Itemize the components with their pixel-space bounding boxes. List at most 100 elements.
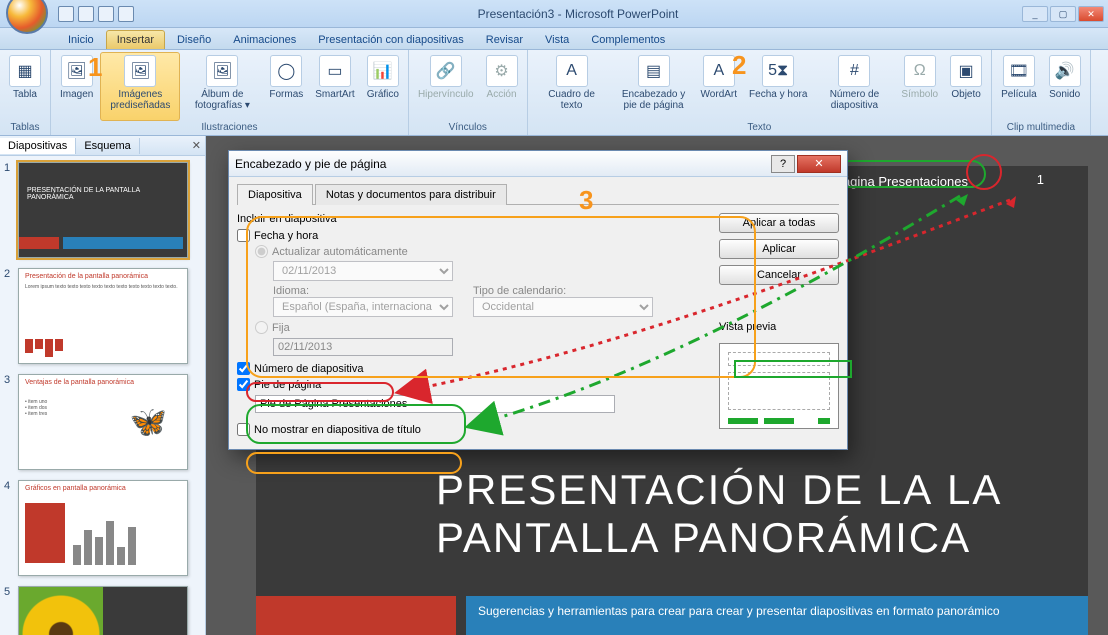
ribbon-btn-label: Formas bbox=[269, 89, 303, 100]
slidenumber-label: Número de diapositiva bbox=[254, 363, 363, 375]
window-close-button[interactable]: ✕ bbox=[1078, 6, 1104, 22]
footer-label: Pie de página bbox=[254, 379, 321, 391]
slidenumber-checkbox[interactable] bbox=[237, 362, 250, 375]
ribbon-btn-fecha-y-hora[interactable]: 5⧗ Fecha y hora bbox=[744, 52, 812, 121]
ribbon-btn-label: WordArt bbox=[701, 89, 738, 100]
minimize-button[interactable]: _ bbox=[1022, 6, 1048, 22]
tab-diapositivas[interactable]: Diapositivas bbox=[0, 138, 76, 154]
footer-text-input[interactable] bbox=[255, 395, 615, 413]
sonido-icon: 🔊 bbox=[1049, 55, 1081, 87]
ribbon-tab-presentación-con-diapositivas[interactable]: Presentación con diapositivas bbox=[308, 31, 474, 49]
ribbon-btn-smartart[interactable]: ▭SmartArt bbox=[310, 52, 359, 121]
maximize-button[interactable]: ▢ bbox=[1050, 6, 1076, 22]
slides-panel: Diapositivas Esquema ✕ 1PRESENTACIÓN DE … bbox=[0, 136, 206, 635]
language-label: Idioma: bbox=[273, 285, 453, 297]
ribbon-tab-animaciones[interactable]: Animaciones bbox=[223, 31, 306, 49]
dialog-tab-slide[interactable]: Diapositiva bbox=[237, 184, 313, 205]
auto-update-radio[interactable] bbox=[255, 245, 268, 258]
annotation-circle-number bbox=[966, 154, 1002, 190]
ribbon-btn-película[interactable]: 🎞 Película bbox=[996, 52, 1042, 121]
ribbon-tab-inicio[interactable]: Inicio bbox=[58, 31, 104, 49]
ribbon-btn-gráfico[interactable]: 📊 Gráfico bbox=[362, 52, 404, 121]
ribbon-tab-vista[interactable]: Vista bbox=[535, 31, 579, 49]
undo-icon[interactable] bbox=[78, 6, 94, 22]
ribbon-group-texto: ACuadro de texto▤Encabezado y pie de pág… bbox=[528, 50, 993, 135]
calendar-label: Tipo de calendario: bbox=[473, 285, 653, 297]
ribbon-btn-label: Imagen bbox=[60, 89, 93, 100]
redo-icon[interactable] bbox=[98, 6, 114, 22]
notitle-checkbox[interactable] bbox=[237, 423, 250, 436]
language-combo[interactable]: Español (España, internacional) bbox=[273, 297, 453, 317]
película-icon: 🎞 bbox=[1003, 55, 1035, 87]
ribbon-tabs: InicioInsertarDiseñoAnimacionesPresentac… bbox=[0, 28, 1108, 50]
ribbon-btn-imágenes-prediseñadas[interactable]: 🖼Imágenes prediseñadas bbox=[100, 52, 180, 121]
fixed-date-input[interactable] bbox=[273, 338, 453, 356]
ribbon-btn-símbolo: ΩSímbolo bbox=[896, 52, 943, 121]
dialog-tabs: Diapositiva Notas y documentos para dist… bbox=[237, 183, 839, 205]
thumbnail-number: 3 bbox=[4, 374, 14, 470]
ribbon-btn-label: Acción bbox=[487, 89, 517, 100]
save-icon[interactable] bbox=[58, 6, 74, 22]
ribbon-tab-complementos[interactable]: Complementos bbox=[581, 31, 675, 49]
ribbon-tab-revisar[interactable]: Revisar bbox=[476, 31, 533, 49]
cancel-button[interactable]: Cancelar bbox=[719, 265, 839, 285]
fecha-icon: 5⧗ bbox=[762, 55, 794, 87]
gráfico-icon: 📊 bbox=[367, 55, 399, 87]
ribbon-tab-insertar[interactable]: Insertar bbox=[106, 30, 165, 49]
apply-all-button[interactable]: Aplicar a todas bbox=[719, 213, 839, 233]
thumbnail-5[interactable]: 5 bbox=[4, 586, 201, 635]
annotation-1: 1 bbox=[88, 52, 102, 83]
acción-icon: ⚙ bbox=[486, 55, 518, 87]
ribbon-btn-label: Gráfico bbox=[367, 89, 399, 100]
ribbon-btn-label: SmartArt bbox=[315, 89, 354, 100]
thumbnail-4[interactable]: 4Gráficos en pantalla panorámica bbox=[4, 480, 201, 576]
slide-title: PRESENTACIÓN DE LA LA PANTALLA PANORÁMIC… bbox=[436, 466, 1002, 562]
ribbon-btn-formas[interactable]: ◯Formas bbox=[264, 52, 308, 121]
datetime-checkbox[interactable] bbox=[237, 229, 250, 242]
thumbnail-1[interactable]: 1PRESENTACIÓN DE LA PANTALLA PANORÁMICA bbox=[4, 162, 201, 258]
dialog-help-button[interactable]: ? bbox=[771, 155, 795, 173]
dialog-tab-notes[interactable]: Notas y documentos para distribuir bbox=[315, 184, 507, 205]
imágenes-icon: 🖼 bbox=[124, 55, 156, 87]
preview-thumbnail bbox=[719, 343, 839, 429]
ribbon-btn-álbum-de-fotografías-[interactable]: 🖼Álbum de fotografías ▾ bbox=[182, 52, 262, 121]
ribbon-tab-diseño[interactable]: Diseño bbox=[167, 31, 221, 49]
dialog-titlebar: Encabezado y pie de página ? ✕ bbox=[229, 151, 847, 177]
date-combo[interactable]: 02/11/2013 bbox=[273, 261, 453, 281]
ribbon-btn-objeto[interactable]: ▣Objeto bbox=[945, 52, 987, 121]
ribbon-btn-label: Fecha y hora bbox=[749, 89, 807, 100]
qat-dropdown-icon[interactable] bbox=[118, 6, 134, 22]
auto-update-label: Actualizar automáticamente bbox=[272, 246, 408, 258]
datetime-label: Fecha y hora bbox=[254, 230, 318, 242]
slide-red-accent bbox=[256, 596, 456, 635]
álbum-icon: 🖼 bbox=[206, 55, 238, 87]
fixed-radio[interactable] bbox=[255, 321, 268, 334]
window-title: Presentación3 - Microsoft PowerPoint bbox=[134, 7, 1022, 21]
annotation-3: 3 bbox=[579, 185, 593, 216]
annotation-2: 2 bbox=[732, 50, 746, 81]
thumbnail-number: 4 bbox=[4, 480, 14, 576]
ribbon-btn-cuadro-de-texto[interactable]: ACuadro de texto bbox=[532, 52, 612, 121]
calendar-combo[interactable]: Occidental bbox=[473, 297, 653, 317]
dialog-close-button[interactable]: ✕ bbox=[797, 155, 841, 173]
ribbon-btn-label: Cuadro de texto bbox=[537, 89, 607, 111]
ribbon-group-title: Tablas bbox=[4, 121, 46, 135]
thumbnail-number: 1 bbox=[4, 162, 14, 258]
dialog-left-pane: Incluir en diapositiva Fecha y hora Actu… bbox=[237, 213, 711, 439]
ribbon-btn-acción: ⚙ Acción bbox=[481, 52, 523, 121]
slide-number: 1 bbox=[1037, 172, 1044, 187]
ribbon-btn-sonido[interactable]: 🔊Sonido bbox=[1044, 52, 1086, 121]
panel-close-icon[interactable]: ✕ bbox=[192, 139, 201, 152]
tab-esquema[interactable]: Esquema bbox=[76, 138, 139, 154]
apply-button[interactable]: Aplicar bbox=[719, 239, 839, 259]
footer-checkbox[interactable] bbox=[237, 378, 250, 391]
ribbon-btn-encabezado-y-pie-de-página[interactable]: ▤Encabezado y pie de página bbox=[614, 52, 694, 121]
ribbon-btn-label: Película bbox=[1001, 89, 1037, 100]
ribbon-btn-label: Encabezado y pie de página bbox=[619, 89, 689, 111]
thumbnail-preview: Gráficos en pantalla panorámica bbox=[18, 480, 188, 576]
ribbon-btn-label: Tabla bbox=[13, 89, 37, 100]
thumbnail-2[interactable]: 2Presentación de la pantalla panorámicaL… bbox=[4, 268, 201, 364]
ribbon-btn-tabla[interactable]: ▦Tabla bbox=[4, 52, 46, 121]
thumbnail-3[interactable]: 3Ventajas de la pantalla panorámica🦋• it… bbox=[4, 374, 201, 470]
ribbon-btn-número-de-diapositiva[interactable]: #Número de diapositiva bbox=[814, 52, 894, 121]
